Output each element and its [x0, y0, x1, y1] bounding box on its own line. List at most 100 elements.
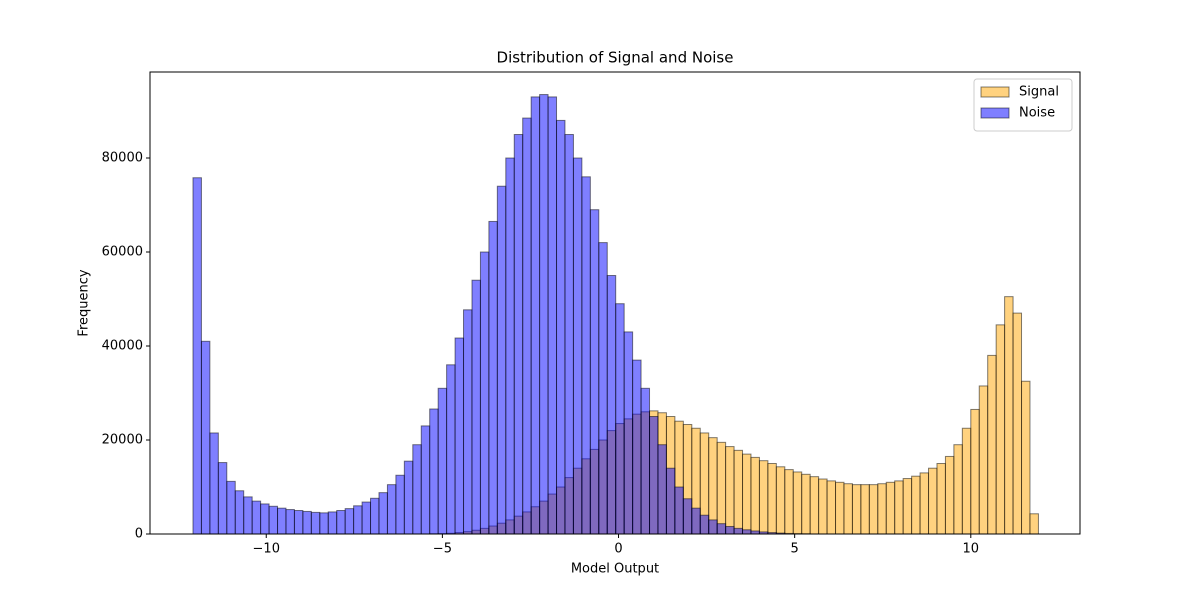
histogram-bar	[978, 385, 989, 535]
histogram-bar	[395, 474, 405, 535]
histogram-bar	[192, 177, 202, 535]
histogram-bar	[209, 432, 219, 535]
histogram-bar	[378, 492, 388, 535]
x-axis-label: Model Output	[571, 562, 659, 577]
histogram-bar	[327, 511, 338, 535]
histogram-bar	[750, 456, 760, 535]
histogram-bar	[657, 444, 667, 535]
histogram-bar	[403, 460, 414, 535]
histogram-bar	[911, 475, 921, 535]
histogram-bar	[479, 251, 490, 535]
histogram-bar	[649, 416, 659, 535]
histogram-bar	[260, 503, 270, 535]
y-tick-label: 20000	[102, 433, 143, 448]
y-tick-label: 80000	[102, 151, 143, 166]
histogram-bar	[919, 472, 930, 535]
histogram-bar	[868, 484, 879, 535]
histogram-bar	[488, 220, 498, 535]
histogram-bar	[623, 331, 634, 535]
histogram-bar	[589, 209, 600, 535]
histogram-bar	[1004, 296, 1014, 535]
y-axis-label: Frequency	[77, 269, 92, 336]
histogram-bar	[285, 509, 295, 535]
plot-frame	[149, 71, 1081, 535]
histogram-bar	[471, 279, 481, 535]
histogram-bar	[598, 242, 608, 535]
histogram-bar	[606, 275, 617, 535]
histogram-bar	[581, 176, 591, 535]
histogram-bar	[928, 467, 938, 535]
histogram-bar	[885, 481, 896, 535]
histogram-bar	[733, 527, 744, 535]
histogram-bar	[682, 498, 693, 535]
histogram-bar	[775, 466, 786, 535]
histogram-bar	[361, 501, 372, 535]
histogram-bar	[420, 425, 431, 535]
histogram-bar	[293, 510, 304, 535]
histogram-bar	[446, 364, 456, 535]
histogram-bar	[691, 507, 701, 535]
histogram-bar	[344, 508, 355, 535]
histogram-bar	[665, 467, 676, 535]
histogram-bar	[826, 480, 837, 535]
histogram-bar	[412, 444, 422, 535]
histogram-bar	[319, 512, 329, 535]
chart-title: Distribution of Signal and Noise	[497, 49, 734, 67]
histogram-bar	[429, 408, 439, 535]
histogram-bar	[767, 463, 777, 535]
histogram-bar	[851, 484, 862, 535]
histogram-bar	[522, 117, 532, 535]
histogram-bar	[953, 444, 963, 535]
histogram-bar	[251, 500, 262, 535]
histogram-bar	[733, 449, 744, 535]
histogram-bar	[217, 462, 228, 535]
histogram-bar	[615, 303, 625, 535]
histogram-bar	[674, 486, 684, 535]
histogram-bar	[539, 94, 549, 535]
histogram-bar	[742, 529, 752, 535]
histogram-bar	[987, 354, 997, 535]
histogram-bar	[496, 185, 507, 535]
histogram-bar	[725, 525, 735, 535]
histogram-bar	[792, 471, 803, 535]
legend-swatch	[980, 107, 1010, 119]
histogram-bar	[1029, 513, 1039, 535]
x-tick-label: 10	[963, 542, 980, 557]
histogram-bar	[632, 359, 642, 535]
y-tick-label: 0	[135, 527, 143, 542]
legend-label: Signal	[1019, 85, 1059, 100]
histogram-bar	[564, 134, 574, 535]
x-tick-label: −10	[253, 542, 280, 557]
histogram-bar	[277, 507, 287, 535]
histogram-bar	[556, 119, 566, 535]
histogram-bar	[310, 511, 321, 535]
histogram-bar	[742, 453, 752, 535]
histogram-bar	[860, 484, 870, 535]
histogram-bar	[699, 514, 710, 535]
histogram-bar	[708, 519, 718, 535]
histogram-bar	[640, 387, 651, 535]
histogram-bar	[1012, 312, 1023, 535]
histogram-bar	[716, 441, 727, 535]
histogram-bar	[370, 497, 380, 535]
histogram-bar	[758, 460, 769, 535]
histogram-bar	[725, 446, 735, 535]
histogram-bar	[200, 340, 211, 535]
histogram-bar	[936, 463, 946, 535]
histogram-bar	[809, 476, 820, 535]
histogram-bar	[353, 505, 363, 535]
histogram-bar	[547, 96, 558, 535]
histogram-bar	[530, 96, 541, 535]
histogram-bar	[944, 455, 955, 535]
histogram-bar	[268, 505, 279, 535]
histogram-bar	[513, 134, 524, 535]
histogram-bar	[505, 157, 515, 535]
legend-label: Noise	[1019, 106, 1055, 121]
histogram-bar	[336, 510, 346, 535]
histogram-bar	[437, 387, 448, 535]
legend-swatch	[980, 86, 1010, 98]
x-tick-label: 0	[614, 542, 622, 557]
histogram-bar	[843, 483, 853, 535]
histogram-bar	[995, 324, 1006, 535]
histogram-bar	[243, 496, 253, 535]
